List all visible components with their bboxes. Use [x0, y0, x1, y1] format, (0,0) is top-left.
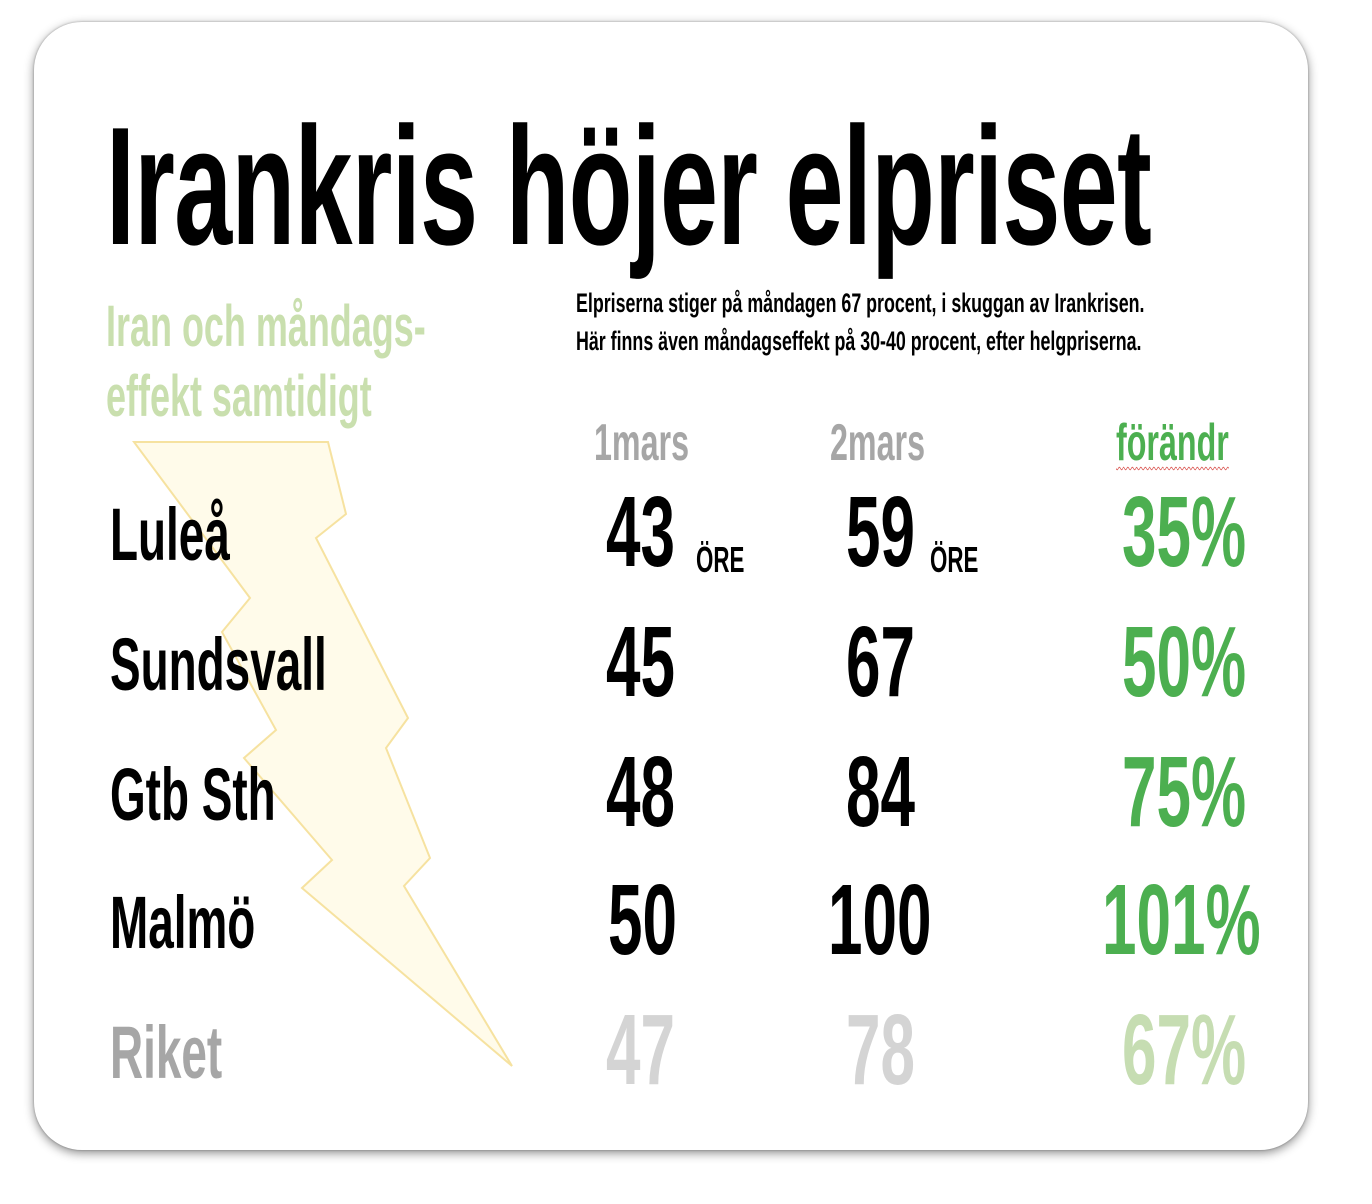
row-riket-mar2: 78	[846, 994, 915, 1106]
row-lulea-mar2: 59	[846, 476, 915, 588]
row-city-riket: Riket	[110, 1011, 223, 1094]
row-city-gtb-sth: Gtb Sth	[110, 753, 276, 836]
unit-label-mar2: ÖRE	[930, 539, 979, 580]
intro-line-2: Här finns även måndagseffekt på 30-40 pr…	[576, 326, 1142, 356]
row-city-lulea: Luleå	[110, 493, 230, 576]
row-gtb-sth-change: 75%	[1122, 736, 1247, 848]
infographic-card: Irankris höjer elpriset Iran och måndags…	[34, 22, 1308, 1150]
subhead-line-2: effekt samtidigt	[106, 364, 372, 429]
row-sundsvall-change: 50%	[1122, 606, 1247, 718]
row-sundsvall-mar1: 45	[606, 606, 675, 718]
column-header-change: förändr	[1116, 414, 1229, 472]
row-gtb-sth-mar1: 48	[606, 736, 675, 848]
row-city-malmo: Malmö	[110, 881, 256, 964]
row-riket-mar1: 47	[606, 994, 675, 1106]
row-lulea-mar1: 43	[606, 476, 675, 588]
column-header-date1: 1mars	[594, 414, 690, 472]
row-malmo-change: 101%	[1102, 864, 1261, 976]
row-city-sundsvall: Sundsvall	[110, 623, 327, 706]
intro-line-1: Elpriserna stiger på måndagen 67 procent…	[576, 288, 1145, 318]
row-malmo-mar1: 50	[608, 864, 677, 976]
page-title: Irankris höjer elpriset	[106, 92, 1152, 280]
lightning-bolt-icon	[132, 441, 513, 1067]
row-gtb-sth-mar2: 84	[846, 736, 915, 848]
row-lulea-change: 35%	[1122, 476, 1247, 588]
column-header-date2: 2mars	[830, 414, 926, 472]
unit-label-mar1: ÖRE	[696, 539, 745, 580]
subhead-line-1: Iran och måndags-	[106, 294, 426, 359]
row-riket-change: 67%	[1122, 994, 1247, 1106]
row-malmo-mar2: 100	[828, 864, 932, 976]
row-sundsvall-mar2: 67	[846, 606, 915, 718]
